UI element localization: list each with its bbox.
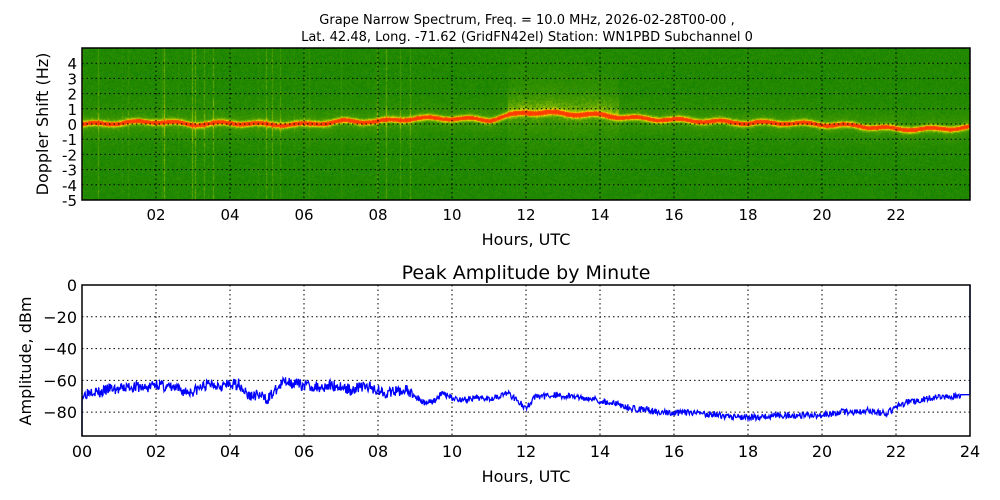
amplitude-x-tick-label: 22 [886,442,906,461]
amplitude-x-tick-label: 12 [516,442,536,461]
spectrum-y-tick-label: 0 [67,116,77,134]
amplitude-y-tick-label: −40 [43,340,77,359]
amplitude-x-tick-label: 00 [72,442,92,461]
spectrum-x-tick-label: 04 [220,206,239,224]
spectrum-title-line1: Grape Narrow Spectrum, Freq. = 10.0 MHz,… [319,13,735,28]
spectrum-plot-frame [81,47,971,201]
spectrum-x-tick-label: 06 [294,206,313,224]
amplitude-x-tick-label: 08 [368,442,388,461]
amplitude-x-tick-label: 06 [294,442,314,461]
amplitude-plot-frame [81,284,971,437]
amplitude-x-tick-label: 20 [812,442,832,461]
spectrum-x-tick-label: 20 [812,206,831,224]
spectrum-x-axis-label: Hours, UTC [482,230,571,249]
spectrum-x-tick-label: 18 [738,206,757,224]
spectrum-y-tick-label: 3 [67,70,77,88]
amplitude-x-tick-label: 18 [738,442,758,461]
spectrum-y-tick-label: 1 [67,101,77,119]
amplitude-y-tick-label: −20 [43,308,77,327]
spectrum-x-tick-label: 12 [516,206,535,224]
amplitude-title: Peak Amplitude by Minute [402,262,651,284]
spectrum-x-tick-label: 16 [664,206,683,224]
amplitude-y-tick-label: 0 [67,276,77,295]
amplitude-y-tick-label: −60 [43,371,77,390]
spectrum-y-axis-label: Doppler Shift (Hz) [33,53,52,196]
amplitude-x-tick-label: 10 [442,442,462,461]
amplitude-y-axis-label: Amplitude, dBm [16,297,35,426]
spectrum-y-tick-label: -2 [62,146,77,164]
spectrum-y-tick-label: 2 [67,86,77,104]
spectrum-y-tick-label: -3 [62,162,77,180]
spectrum-y-tick-label: 4 [67,55,77,73]
spectrum-y-tick-label: -4 [62,177,77,195]
amplitude-x-tick-label: 24 [960,442,980,461]
amplitude-x-axis-label: Hours, UTC [482,467,571,486]
spectrum-x-tick-label: 08 [368,206,387,224]
spectrum-y-tick-label: -5 [62,192,77,210]
amplitude-x-tick-label: 14 [590,442,610,461]
spectrum-title-line2: Lat. 42.48, Long. -71.62 (GridFN42el) St… [301,30,753,45]
amplitude-x-tick-label: 02 [146,442,166,461]
amplitude-series-line [81,285,971,436]
spectrum-y-tick-label: -1 [62,131,77,149]
amplitude-x-tick-label: 04 [220,442,240,461]
amplitude-y-tick-label: −80 [43,403,77,422]
spectrum-x-tick-label: 22 [886,206,905,224]
spectrum-x-tick-label: 14 [590,206,609,224]
spectrum-x-tick-label: 02 [146,206,165,224]
amplitude-x-tick-label: 16 [664,442,684,461]
spectrum-x-tick-label: 10 [442,206,461,224]
